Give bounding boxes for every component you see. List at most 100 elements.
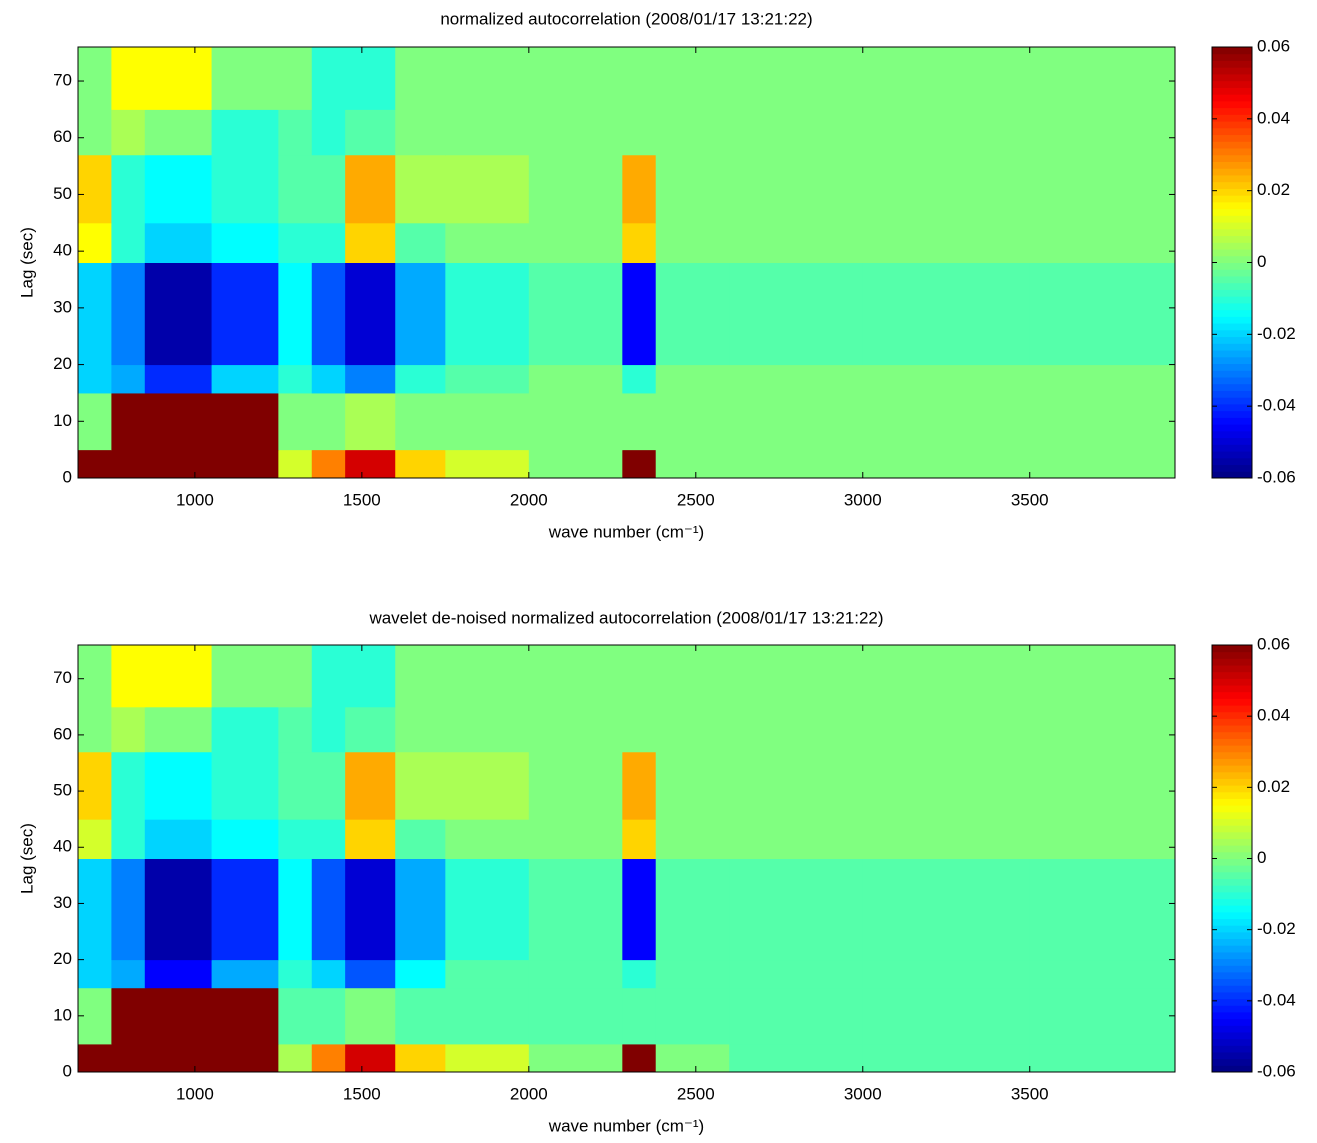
heat-cell (862, 645, 1031, 708)
heat-cell (395, 154, 446, 224)
heat-cell (729, 959, 864, 989)
heat-cell (345, 645, 396, 708)
colorbar-swatch (1212, 430, 1252, 439)
heat-cell (655, 858, 730, 961)
heat-cell (311, 109, 346, 156)
heat-cell (729, 987, 864, 1045)
heat-cell (311, 364, 346, 394)
heat-cell (622, 109, 657, 156)
colorbar-swatch (1212, 154, 1252, 162)
colorbar-swatch (1212, 765, 1252, 773)
heat-cell (528, 706, 623, 753)
colorbar-swatch (1212, 350, 1252, 358)
heat-cell (1029, 1043, 1176, 1073)
heat-cell (528, 364, 623, 394)
colorbar-swatch (1212, 195, 1252, 203)
heat-cell (622, 959, 657, 989)
heat-cell (311, 47, 346, 110)
heat-cell (144, 1043, 213, 1073)
heat-cell (311, 154, 346, 224)
heat-cell (345, 706, 396, 753)
colorbar-swatch (1212, 397, 1252, 405)
heat-cell (311, 751, 346, 820)
heat-cell (622, 706, 657, 753)
heat-cell (528, 751, 623, 820)
heat-cell (311, 959, 346, 989)
heat-cell (111, 706, 146, 753)
heat-cell (78, 262, 112, 366)
heat-cell (278, 706, 313, 753)
colorbar-swatch (1212, 249, 1252, 257)
heat-cell (1029, 47, 1176, 110)
colorbar-swatch (1212, 363, 1252, 371)
colorbar-swatch (1212, 188, 1252, 196)
colorbar-swatch (1212, 228, 1252, 237)
y-tick-label: 30 (53, 297, 72, 316)
heat-cell (862, 819, 1031, 859)
colorbar-tick-label: -0.06 (1257, 467, 1296, 486)
heat-cell (111, 364, 146, 394)
heat-cell (395, 449, 446, 479)
heat-cell (729, 47, 864, 110)
colorbar-swatch (1212, 275, 1252, 284)
colorbar-swatch (1212, 141, 1252, 149)
colorbar-swatch (1212, 376, 1252, 385)
heat-cell (528, 262, 623, 366)
colorbar-swatch (1212, 918, 1252, 926)
colorbar-tick-label: 0 (1257, 848, 1266, 867)
heat-cell (655, 819, 730, 859)
colorbar-swatch (1212, 329, 1252, 338)
heat-cell (1029, 645, 1176, 708)
heat-cell (395, 262, 446, 366)
heat-cell (862, 392, 1031, 451)
colorbar-swatch (1212, 798, 1252, 806)
heat-cell (655, 154, 730, 224)
heat-cell (622, 262, 657, 366)
colorbar-swatch (1212, 671, 1252, 679)
heat-cell (144, 449, 213, 479)
heat-cell (622, 645, 657, 708)
heat-cell (862, 987, 1031, 1045)
y-tick-label: 10 (53, 411, 72, 430)
colorbar-swatch (1212, 678, 1252, 686)
heat-cell (311, 1043, 346, 1073)
colorbar-swatch (1212, 731, 1252, 739)
heat-cell (445, 109, 530, 156)
heat-cell (278, 819, 313, 859)
colorbar-swatch (1212, 437, 1252, 445)
heat-cell (78, 47, 112, 110)
colorbar-swatch (1212, 208, 1252, 216)
colorbar-swatch (1212, 698, 1252, 706)
colorbar-swatch (1212, 1011, 1252, 1020)
colorbar-swatch (1212, 751, 1252, 759)
heat-cell (278, 47, 313, 110)
heat-cell (528, 109, 623, 156)
heat-cell (278, 262, 313, 366)
colorbar-swatch (1212, 255, 1252, 263)
heat-cell (862, 364, 1031, 394)
y-tick-label: 50 (53, 184, 72, 203)
colorbar-swatch (1212, 464, 1252, 472)
colorbar-swatch (1212, 1051, 1252, 1060)
heat-cell (445, 154, 530, 224)
heat-cell (729, 109, 864, 156)
heat-cell (622, 222, 657, 263)
colorbar-swatch (1212, 323, 1252, 331)
colorbar-tick-label: 0.02 (1257, 180, 1290, 199)
colorbar-swatch (1212, 985, 1252, 993)
heat-cell (528, 222, 623, 263)
heat-cell (445, 262, 530, 366)
heat-cell (278, 222, 313, 263)
x-tick-label: 1000 (176, 1084, 214, 1103)
colorbar-swatch (1212, 148, 1252, 156)
heat-cell (445, 222, 530, 263)
colorbar-swatch (1212, 911, 1252, 920)
heat-cell (278, 959, 313, 989)
y-tick-label: 60 (53, 724, 72, 743)
colorbar-swatch (1212, 705, 1252, 713)
heat-cell (144, 222, 213, 263)
colorbar-tick-label: -0.02 (1257, 324, 1296, 343)
colorbar-swatch (1212, 645, 1252, 653)
heat-cell (729, 262, 864, 366)
heat-cell (862, 262, 1031, 366)
